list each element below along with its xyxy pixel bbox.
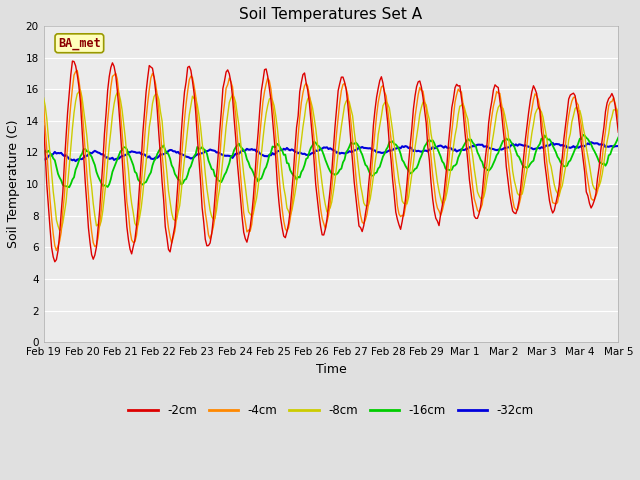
Text: BA_met: BA_met xyxy=(58,37,100,50)
Y-axis label: Soil Temperature (C): Soil Temperature (C) xyxy=(7,120,20,248)
X-axis label: Time: Time xyxy=(316,363,346,376)
Legend: -2cm, -4cm, -8cm, -16cm, -32cm: -2cm, -4cm, -8cm, -16cm, -32cm xyxy=(124,399,538,421)
Title: Soil Temperatures Set A: Soil Temperatures Set A xyxy=(239,7,422,22)
